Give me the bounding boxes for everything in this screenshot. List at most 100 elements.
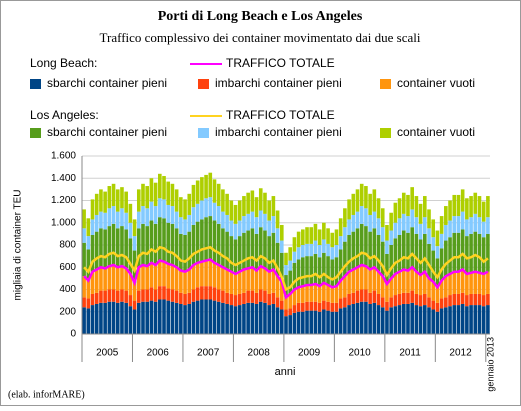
bar-segment <box>263 290 267 303</box>
bar-segment <box>414 233 419 272</box>
bar-segment <box>393 306 398 334</box>
bar-segment <box>406 270 410 293</box>
y-tick-label: 600 <box>59 262 76 273</box>
bar-segment <box>330 259 335 288</box>
bar-segment <box>208 259 213 287</box>
bar-segment <box>452 293 457 306</box>
bar-segment <box>444 307 448 334</box>
y-tick-label: 200 <box>59 306 76 317</box>
bar-segment <box>313 310 318 334</box>
bar-segment <box>195 221 200 263</box>
bar-segment <box>435 258 440 288</box>
bar-segment <box>414 305 419 334</box>
bar-segment <box>368 292 372 304</box>
bar-segment <box>120 187 124 209</box>
bar-segment <box>481 237 486 274</box>
bar-segment <box>359 265 364 290</box>
bar-segment <box>401 192 406 214</box>
bar-segment <box>183 199 187 220</box>
bar-segment <box>452 216 457 233</box>
bar-segment <box>456 232 461 272</box>
bar-segment <box>338 298 343 309</box>
bar-segment <box>385 224 389 241</box>
bar-segment <box>145 301 149 334</box>
bar-segment <box>170 265 175 290</box>
bar-segment <box>301 302 305 312</box>
bar-segment <box>338 249 343 281</box>
bar-segment <box>444 297 448 308</box>
bar-segment <box>103 229 107 269</box>
bar-segment <box>296 231 301 248</box>
bar-segment <box>136 189 141 212</box>
bar-segment <box>162 286 166 300</box>
bar-segment <box>111 289 116 302</box>
bar-segment <box>99 290 103 303</box>
bar-segment <box>212 202 217 221</box>
bar-segment <box>258 266 263 290</box>
bar-segment <box>385 283 389 302</box>
bar-segment <box>288 247 293 261</box>
bar-segment <box>99 228 103 268</box>
bar-segment <box>103 191 107 213</box>
bar-segment <box>229 293 234 306</box>
bar-segment <box>124 212 128 230</box>
bar-segment <box>397 271 402 294</box>
bar-segment <box>347 199 351 220</box>
bar-segment <box>158 217 162 261</box>
bar-segment <box>149 262 154 288</box>
bar-segment <box>439 233 444 249</box>
bar-segment <box>82 307 86 334</box>
bar-segment <box>435 230 440 247</box>
bar-segment <box>187 193 192 215</box>
bar-segment <box>330 302 335 312</box>
bar-segment <box>94 269 99 293</box>
bar-segment <box>460 211 465 230</box>
bar-segment <box>439 216 444 234</box>
bar-segment <box>136 302 141 334</box>
bar-segment <box>477 233 482 273</box>
bar-segment <box>317 311 322 334</box>
bar-segment <box>347 271 351 294</box>
bar-segment <box>385 240 389 254</box>
bar-segment <box>174 267 179 291</box>
bar-segment <box>427 297 431 308</box>
bar-segment <box>271 232 276 270</box>
bar-segment <box>334 245 339 258</box>
bar-segment <box>410 290 414 303</box>
bar-segment <box>115 228 120 268</box>
bar-segment <box>317 229 322 245</box>
bar-segment <box>225 231 229 270</box>
bar-segment <box>448 237 452 274</box>
bar-segment <box>486 293 490 306</box>
bar-segment <box>397 218 402 235</box>
bar-segment <box>200 200 204 220</box>
bar-segment <box>221 211 225 229</box>
legend-swatch <box>380 128 391 138</box>
bar-segment <box>216 301 221 334</box>
bar-segment <box>90 219 95 235</box>
bar-segment <box>439 298 444 309</box>
bar-segment <box>452 271 457 294</box>
bar-segment <box>288 308 293 316</box>
bar-segment <box>132 236 137 251</box>
bar-segment <box>263 213 267 231</box>
bar-segment <box>292 262 297 290</box>
legend-group-label: Los Angeles: <box>30 108 99 122</box>
bar-segment <box>187 231 192 270</box>
bar-segment <box>267 236 271 272</box>
bar-segment <box>225 292 229 304</box>
bar-segment <box>393 273 398 296</box>
bar-segment <box>267 271 271 294</box>
bar-segment <box>448 220 452 238</box>
bar-segment <box>90 234 95 272</box>
bar-segment <box>448 273 452 296</box>
bar-segment <box>368 231 372 270</box>
bar-segment <box>158 173 162 199</box>
bar-segment <box>216 183 221 207</box>
bar-segment <box>334 311 339 334</box>
bar-segment <box>380 241 385 277</box>
bar-segment <box>444 276 448 298</box>
bar-segment <box>343 297 347 308</box>
bar-segment <box>221 267 225 291</box>
bar-segment <box>473 293 478 306</box>
